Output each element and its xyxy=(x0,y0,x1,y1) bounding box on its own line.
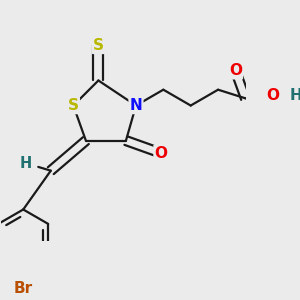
Text: Br: Br xyxy=(14,281,33,296)
Text: H: H xyxy=(289,88,300,103)
Text: O: O xyxy=(229,63,242,78)
Text: H: H xyxy=(20,156,32,171)
Text: O: O xyxy=(154,146,167,160)
Text: S: S xyxy=(93,38,104,53)
Text: N: N xyxy=(130,98,142,113)
Text: S: S xyxy=(68,98,79,113)
Text: O: O xyxy=(266,88,280,103)
